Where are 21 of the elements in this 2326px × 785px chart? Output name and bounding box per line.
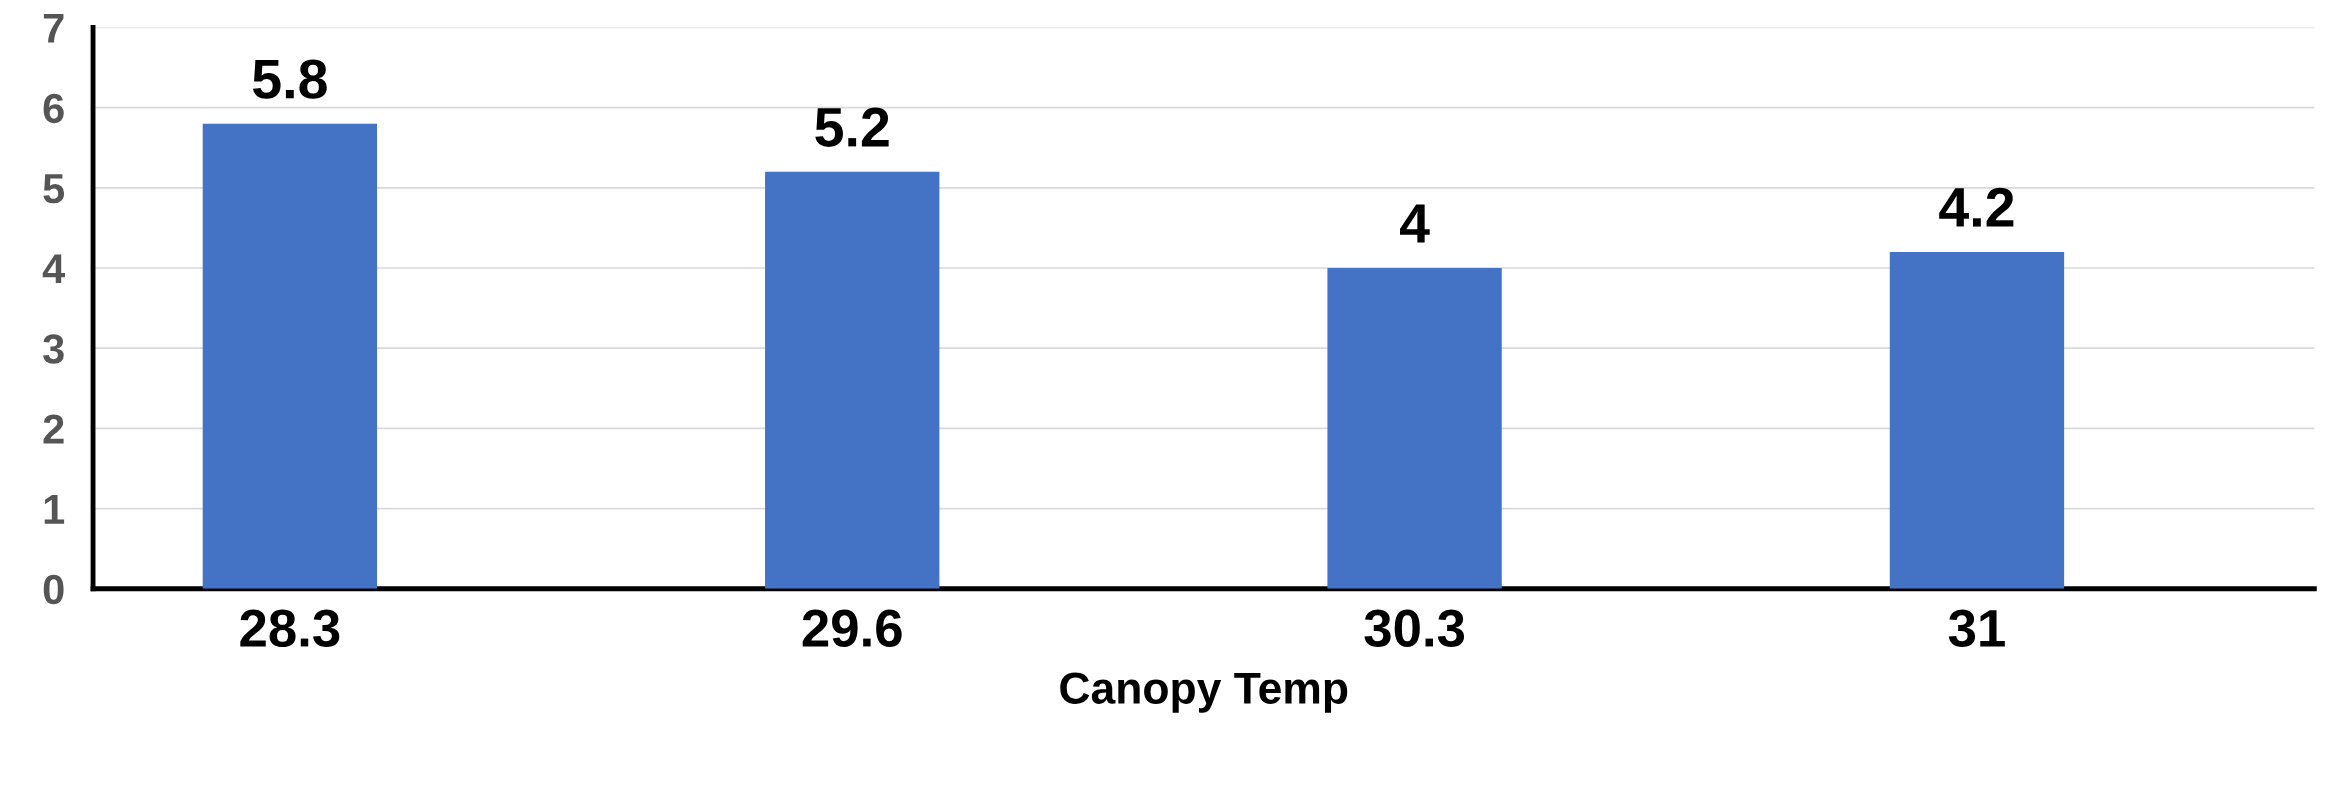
y-tick-label: 4 <box>42 254 66 284</box>
bar <box>1327 268 1502 589</box>
x-axis-title: Canopy Temp <box>1060 672 1348 713</box>
y-tick-label: 7 <box>43 13 64 43</box>
y-tick-label: 2 <box>43 414 64 444</box>
data-label: 4.2 <box>1939 187 2014 227</box>
y-tick-label: 1 <box>44 495 65 524</box>
bar <box>1889 251 2065 589</box>
bar <box>765 171 940 589</box>
y-tick-label: 5 <box>43 174 65 204</box>
y-tick-label: 3 <box>43 334 64 364</box>
y-tick-label: 6 <box>43 93 64 124</box>
data-label: 5.8 <box>252 59 327 99</box>
y-tick-label: 0 <box>43 574 64 605</box>
data-label: 4 <box>1399 204 1430 243</box>
bar <box>202 123 378 589</box>
x-tick-label: 29.6 <box>802 609 902 647</box>
data-label: 5.2 <box>815 107 889 147</box>
x-tick-label: 28.3 <box>240 609 340 648</box>
x-tick-label: 30.3 <box>1364 609 1465 648</box>
x-tick-label: 31 <box>1948 609 2005 648</box>
